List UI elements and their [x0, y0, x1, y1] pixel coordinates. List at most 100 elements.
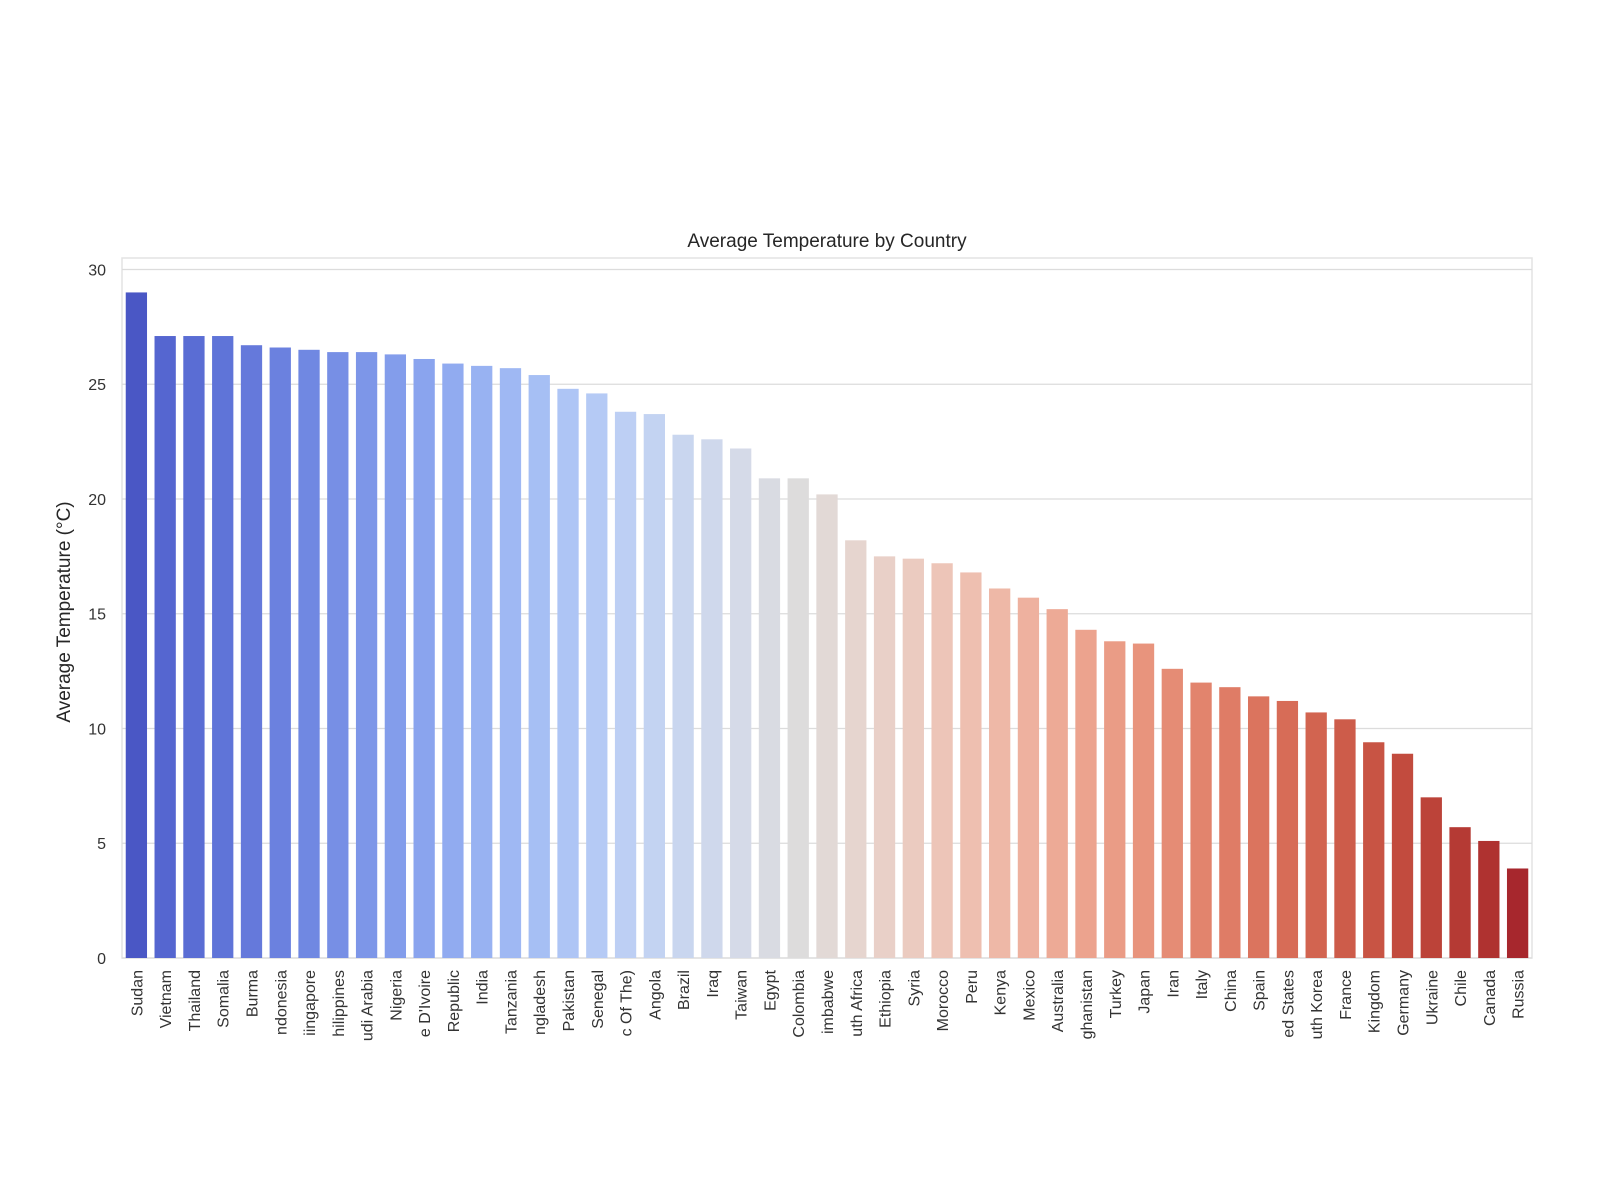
- bar: [1449, 827, 1471, 958]
- x-tick-label: Brazil: [676, 970, 693, 1010]
- bar: [298, 349, 320, 958]
- bar: [1161, 668, 1183, 958]
- bar: [1219, 687, 1241, 958]
- x-tick-label: Kingdom: [1367, 970, 1384, 1033]
- x-tick-label: c Of The): [619, 970, 636, 1036]
- bar: [614, 411, 637, 958]
- bar: [183, 336, 205, 958]
- y-tick-label: 20: [88, 492, 106, 509]
- bar: [240, 345, 263, 959]
- bar: [816, 494, 838, 958]
- bar: [212, 336, 234, 958]
- x-tick-label: Taiwan: [734, 970, 751, 1020]
- x-tick-label: ndonesia: [273, 970, 290, 1035]
- bar: [730, 448, 752, 958]
- x-tick-label: uth Korea: [1309, 970, 1326, 1039]
- x-tick-label: Iran: [1165, 970, 1182, 998]
- x-tick-label: Peru: [964, 970, 981, 1004]
- x-tick-label: hilippines: [331, 970, 348, 1037]
- bar: [1305, 712, 1327, 958]
- bar: [1104, 641, 1126, 958]
- bar: [528, 375, 550, 958]
- x-tick-label: Somalia: [216, 970, 233, 1028]
- x-tick-label: Angola: [647, 970, 664, 1020]
- bar: [960, 572, 982, 958]
- x-tick-label: Syria: [906, 970, 923, 1007]
- x-tick-label: Italy: [1194, 970, 1211, 999]
- bar: [1247, 696, 1270, 958]
- x-tick-label: Ukraine: [1424, 970, 1441, 1025]
- bar: [499, 368, 522, 958]
- x-tick-label: Thailand: [187, 970, 204, 1031]
- x-tick-label: ngladesh: [532, 970, 549, 1035]
- bar: [413, 358, 435, 959]
- chart-title: Average Temperature by Country: [687, 231, 967, 252]
- y-tick-label: 5: [97, 836, 106, 853]
- bar: [1017, 597, 1040, 958]
- x-tick-label: e D'Ivoire: [417, 970, 434, 1037]
- bar: [125, 292, 148, 958]
- x-tick-label: Ethiopia: [878, 970, 895, 1028]
- bar: [1420, 797, 1442, 958]
- x-tick-label: Kenya: [993, 970, 1010, 1015]
- bar: [873, 556, 896, 958]
- x-tick-label: Mexico: [1021, 970, 1038, 1021]
- bar: [1132, 643, 1155, 958]
- x-tick-label: France: [1338, 970, 1355, 1020]
- bar: [1334, 719, 1356, 958]
- bar: [1506, 868, 1529, 958]
- x-tick-label: ghanistan: [1079, 970, 1096, 1039]
- x-tick-label: Pakistan: [561, 970, 578, 1031]
- bar: [1276, 700, 1299, 958]
- y-tick-label: 30: [88, 262, 106, 279]
- x-tick-label: Russia: [1511, 970, 1528, 1019]
- x-tick-label: China: [1223, 970, 1240, 1012]
- bar: [701, 439, 723, 958]
- bar: [1046, 609, 1068, 958]
- bar: [758, 478, 781, 958]
- bar: [1075, 629, 1097, 958]
- x-tick-label: iingapore: [302, 970, 319, 1036]
- x-tick-label: Sudan: [129, 970, 146, 1016]
- x-tick-label: Turkey: [1108, 970, 1125, 1018]
- bar: [384, 354, 407, 958]
- bar: [902, 558, 924, 958]
- bar: [557, 388, 579, 958]
- x-tick-label: Japan: [1137, 970, 1154, 1014]
- bar: [1363, 742, 1385, 958]
- x-tick-label: Iraq: [705, 970, 722, 998]
- y-tick-label: 15: [88, 607, 106, 624]
- x-tick-label: Republic: [446, 970, 463, 1032]
- bar: [355, 352, 378, 959]
- x-tick-label: Nigeria: [388, 970, 405, 1021]
- bar: [442, 363, 464, 958]
- x-tick-label: Egypt: [762, 969, 779, 1010]
- x-tick-label: India: [475, 970, 492, 1005]
- bar: [1478, 840, 1500, 958]
- x-tick-label: Vietnam: [158, 970, 175, 1028]
- x-tick-label: Colombia: [791, 970, 808, 1038]
- x-tick-label: Tanzania: [503, 970, 520, 1034]
- y-tick-label: 0: [97, 951, 106, 968]
- y-tick-label: 10: [88, 721, 106, 738]
- bar: [586, 393, 608, 958]
- x-tick-label: Morocco: [935, 970, 952, 1031]
- bar: [269, 347, 291, 958]
- bar: [672, 434, 694, 959]
- bar: [787, 478, 809, 958]
- bar: [643, 414, 665, 958]
- x-tick-label: Senegal: [590, 970, 607, 1029]
- x-tick-label: imbabwe: [820, 970, 837, 1034]
- x-tick-label: ed States: [1280, 970, 1297, 1038]
- x-tick-label: Australia: [1050, 970, 1067, 1032]
- bar: [327, 352, 349, 959]
- y-axis-label: Average Temperature (°C): [54, 501, 75, 722]
- bar: [471, 365, 493, 958]
- bar: [989, 588, 1011, 958]
- x-tick-label: udi Arabia: [360, 970, 377, 1041]
- x-tick-label: Chile: [1453, 970, 1470, 1007]
- bar: [154, 336, 176, 958]
- x-tick-label: Spain: [1252, 970, 1269, 1011]
